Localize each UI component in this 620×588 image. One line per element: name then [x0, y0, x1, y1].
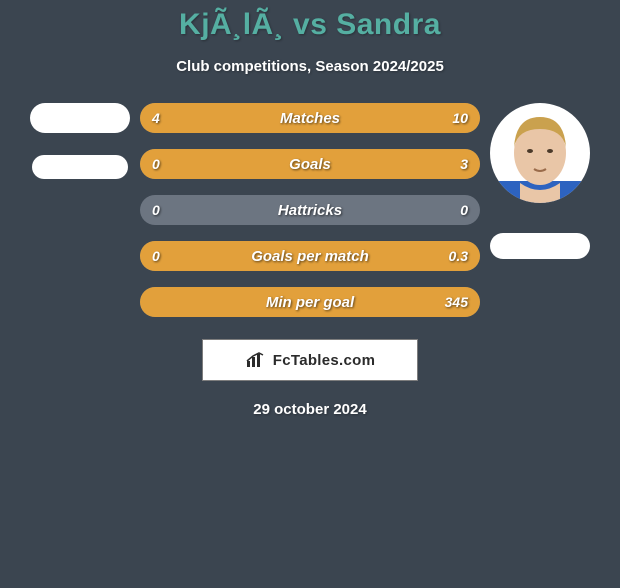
right-player-avatar	[490, 103, 590, 203]
stat-bar-row: Min per goal345	[140, 287, 480, 317]
stat-bar-row: Matches4 10	[140, 103, 480, 133]
right-player-column	[490, 103, 590, 259]
stat-bars: Matches410Goals03Hattricks00Goals per ma…	[140, 103, 480, 317]
stat-bar-right-value: 3	[460, 149, 468, 179]
stat-bar-row: Hattricks0 0	[140, 195, 480, 225]
bar-chart-icon	[245, 351, 267, 369]
stat-bar-row: Goals0 3	[140, 149, 480, 179]
stat-bar-label: Min per goal	[140, 287, 480, 317]
comparison-body: Matches410Goals03Hattricks00Goals per ma…	[0, 103, 620, 317]
stat-bar-right-value: 345	[445, 287, 468, 317]
stat-bar-left-value: 0	[152, 195, 160, 225]
stat-bar-label: Goals per match	[140, 241, 480, 271]
stat-bar-right-value: 10	[452, 103, 468, 133]
comparison-subtitle: Club competitions, Season 2024/2025	[0, 58, 620, 75]
snapshot-date: 29 october 2024	[0, 401, 620, 418]
left-player-avatar	[30, 103, 130, 133]
stat-bar-left-value: 0	[152, 241, 160, 271]
stat-bar-right-value: 0	[460, 195, 468, 225]
brand-attribution: FcTables.com	[202, 339, 418, 381]
stat-bar-left-value: 0	[152, 149, 160, 179]
stat-bar-row: Goals per match0 0.3	[140, 241, 480, 271]
stat-bar-label: Matches	[140, 103, 480, 133]
left-player-club-badge	[32, 155, 128, 179]
stat-bar-label: Goals	[140, 149, 480, 179]
brand-text: FcTables.com	[273, 352, 376, 369]
stat-bar-left-value: 4	[152, 103, 160, 133]
right-player-club-badge	[490, 233, 590, 259]
stat-bar-right-value: 0.3	[449, 241, 468, 271]
stat-bar-label: Hattricks	[140, 195, 480, 225]
left-player-column	[30, 103, 130, 179]
comparison-title: KjÃ¸lÃ¸ vs Sandra	[0, 8, 620, 42]
